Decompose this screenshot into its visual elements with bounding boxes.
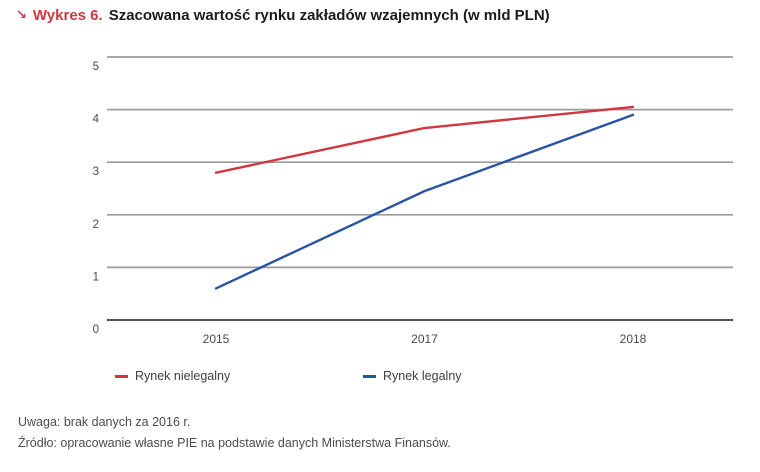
series-line-rynek-legalny [214, 113, 635, 290]
y-tick-label: 4 [93, 114, 100, 126]
x-tick-label: 2017 [411, 332, 438, 346]
y-tick-label: 5 [93, 61, 99, 73]
legend-label: Rynek legalny [383, 369, 462, 383]
chart-number: Wykres 6. [32, 7, 103, 24]
y-tick-label: 3 [93, 166, 99, 178]
legend-item-rynek-nielegalny: Rynek nielegalny [115, 368, 230, 384]
chart-title-text: Szacowana wartość rynku zakładów wzajemn… [108, 7, 550, 24]
source-line: Źródło: opracowanie własne PIE na podsta… [18, 436, 451, 450]
y-tick-label: 0 [93, 324, 99, 336]
legend-label: Rynek nielegalny [135, 369, 231, 383]
chart-title: ↘ Wykres 6. Szacowana wartość rynku zakł… [16, 7, 550, 24]
x-tick-label: 2018 [620, 332, 647, 346]
legend-dash-blue-icon [363, 374, 376, 378]
line-chart: 0 1 2 3 4 5 2015 2017 2018 [93, 56, 733, 346]
legend-dash-red-icon [115, 374, 128, 378]
series-line-rynek-nielegalny [214, 105, 635, 174]
y-tick-label: 2 [93, 219, 99, 231]
y-tick-label: 1 [93, 271, 99, 283]
chart-notes: Uwaga: brak danych za 2016 r. Źródło: op… [18, 412, 451, 454]
legend-item-rynek-legalny: Rynek legalny [363, 368, 462, 384]
x-tick-label: 2015 [203, 332, 230, 346]
note-line: Uwaga: brak danych za 2016 r. [18, 415, 191, 429]
arrow-southeast-icon: ↘ [16, 8, 27, 23]
